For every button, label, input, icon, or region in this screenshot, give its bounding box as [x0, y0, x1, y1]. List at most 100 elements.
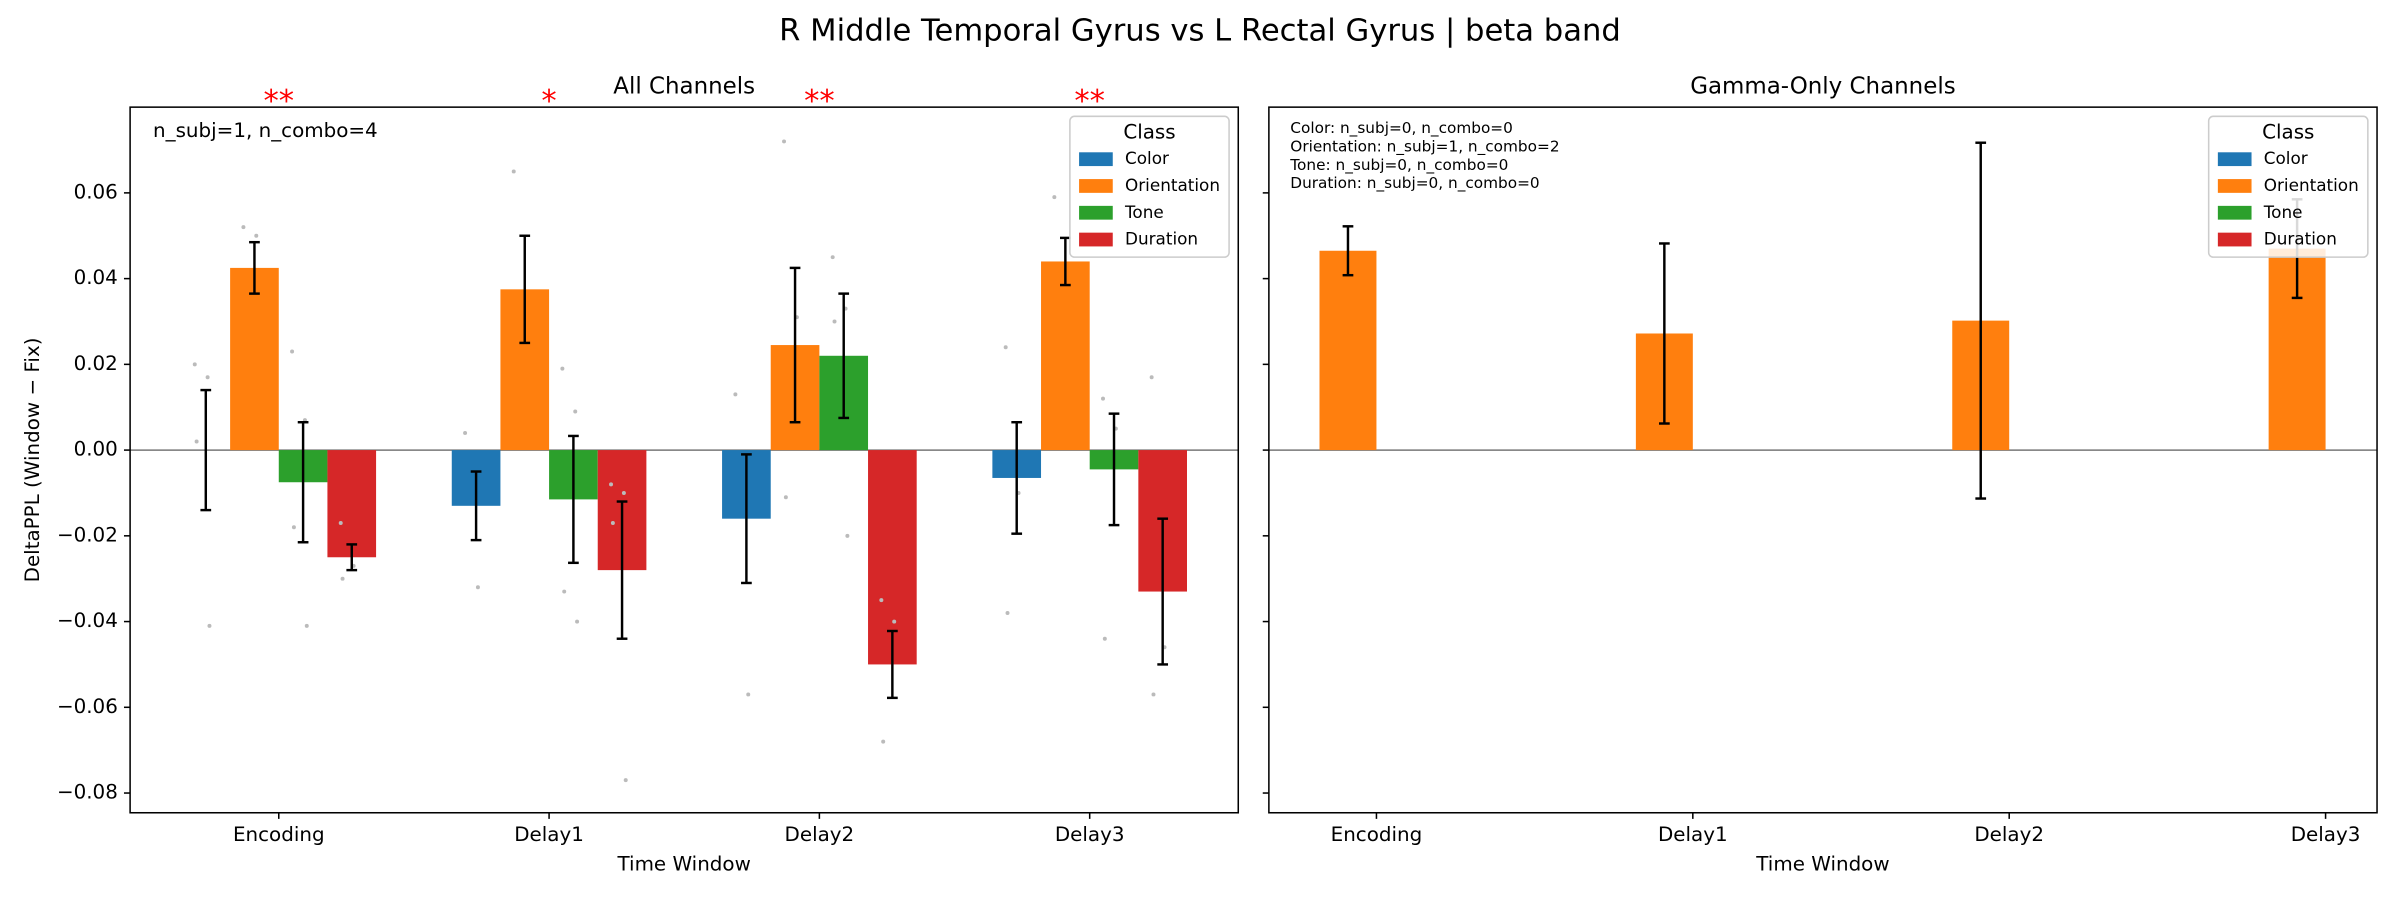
data-point: [1003, 345, 1008, 350]
data-point: [304, 623, 309, 628]
x-tick-label: Delay1: [514, 823, 584, 846]
data-point: [881, 739, 886, 744]
error-bar: [568, 434, 579, 565]
error-bar: [1658, 242, 1670, 425]
annotation: Orientation: n_subj=1, n_combo=2: [1290, 137, 1559, 156]
data-point: [733, 392, 738, 397]
data-point: [463, 430, 468, 435]
legend-title: Class: [2262, 121, 2314, 144]
data-point: [1005, 610, 1010, 615]
legend-label: Orientation: [2264, 175, 2359, 195]
error-bar: [346, 543, 358, 572]
data-point: [610, 520, 615, 525]
data-point: [205, 375, 210, 380]
legend-label: Tone: [1124, 202, 1164, 222]
data-point: [621, 490, 626, 495]
annotation: Duration: n_subj=0, n_combo=0: [1290, 174, 1539, 193]
y-tick-label: 0.04: [74, 266, 118, 289]
figure-title: R Middle Temporal Gyrus vs L Rectal Gyru…: [779, 14, 1621, 49]
annotation: n_subj=1, n_combo=4: [153, 119, 378, 142]
error-bar: [1108, 412, 1120, 527]
data-point: [207, 623, 212, 628]
error-bar: [470, 470, 482, 542]
legend-swatch: [2217, 179, 2252, 193]
data-point: [1102, 636, 1107, 641]
data-point: [832, 319, 837, 324]
error-bar: [1157, 517, 1169, 666]
error-bar: [519, 234, 531, 345]
y-tick-label: 0.00: [74, 438, 118, 461]
data-point: [1149, 375, 1154, 380]
panel-title: All Channels: [613, 74, 755, 100]
y-tick-label: −0.08: [57, 781, 118, 804]
error-bar: [297, 421, 309, 544]
bar: [1041, 261, 1090, 451]
error-bar: [200, 388, 212, 512]
error-bar: [1342, 225, 1354, 277]
error-bar: [741, 453, 752, 585]
panel-title: Gamma-Only Channels: [1690, 74, 1955, 100]
data-point: [892, 619, 897, 624]
legend-label: Duration: [2264, 229, 2337, 249]
legend-swatch: [2217, 152, 2252, 167]
error-bar: [1975, 141, 1987, 500]
legend-swatch: [2217, 205, 2252, 220]
data-point: [254, 233, 259, 238]
legend-swatch: [1079, 152, 1113, 167]
bar: [868, 450, 917, 665]
error-bar: [249, 240, 260, 295]
data-point: [560, 366, 565, 371]
y-tick-label: −0.06: [57, 695, 118, 718]
x-tick-label: Delay1: [1658, 823, 1728, 846]
error-bar: [1011, 421, 1023, 535]
significance-marker: **: [263, 84, 294, 119]
data-point: [511, 169, 516, 174]
legend-swatch: [1079, 232, 1113, 247]
data-point: [475, 585, 480, 590]
legend-box: [2207, 115, 2369, 258]
x-tick-label: Delay3: [1055, 823, 1125, 846]
error-bar: [1060, 236, 1071, 287]
error-bar: [887, 629, 898, 700]
legend-swatch: [1079, 179, 1113, 193]
data-point: [241, 225, 246, 230]
data-point: [573, 409, 578, 414]
y-tick-label: 0.06: [74, 180, 118, 203]
data-point: [291, 525, 296, 530]
bar: [327, 450, 377, 558]
x-tick-label: Delay3: [2291, 823, 2361, 846]
annotation: Color: n_subj=0, n_combo=0: [1290, 119, 1513, 138]
x-tick-label: Delay2: [785, 823, 855, 846]
x-axis-label: Time Window: [617, 852, 751, 875]
y-tick-label: −0.04: [57, 609, 118, 632]
legend-label: Orientation: [1125, 175, 1220, 195]
error-bar: [789, 266, 801, 424]
error-bar: [616, 500, 628, 640]
legend-label: Color: [2264, 148, 2308, 168]
data-point: [575, 619, 580, 624]
legend-label: Color: [1125, 148, 1169, 168]
y-tick-label: 0.02: [74, 352, 118, 375]
annotation: Tone: n_subj=0, n_combo=0: [1289, 156, 1508, 175]
legend-label: Tone: [2263, 202, 2303, 222]
data-point: [340, 576, 345, 581]
error-bar: [838, 292, 850, 420]
x-tick-label: Encoding: [233, 823, 325, 846]
data-point: [879, 598, 884, 603]
significance-marker: **: [1074, 84, 1105, 119]
data-point: [746, 692, 751, 697]
data-point: [830, 255, 835, 260]
x-axis-label: Time Window: [1755, 852, 1889, 875]
legend-title: Class: [1123, 121, 1175, 144]
bar: [1319, 250, 1377, 451]
data-point: [1052, 195, 1057, 200]
data-point: [290, 349, 295, 354]
y-tick-label: −0.02: [57, 523, 118, 546]
significance-marker: *: [541, 84, 556, 119]
data-point: [609, 482, 614, 487]
data-point: [192, 362, 197, 367]
significance-marker: **: [804, 84, 835, 119]
data-point: [562, 589, 567, 594]
legend-swatch: [1079, 205, 1113, 220]
